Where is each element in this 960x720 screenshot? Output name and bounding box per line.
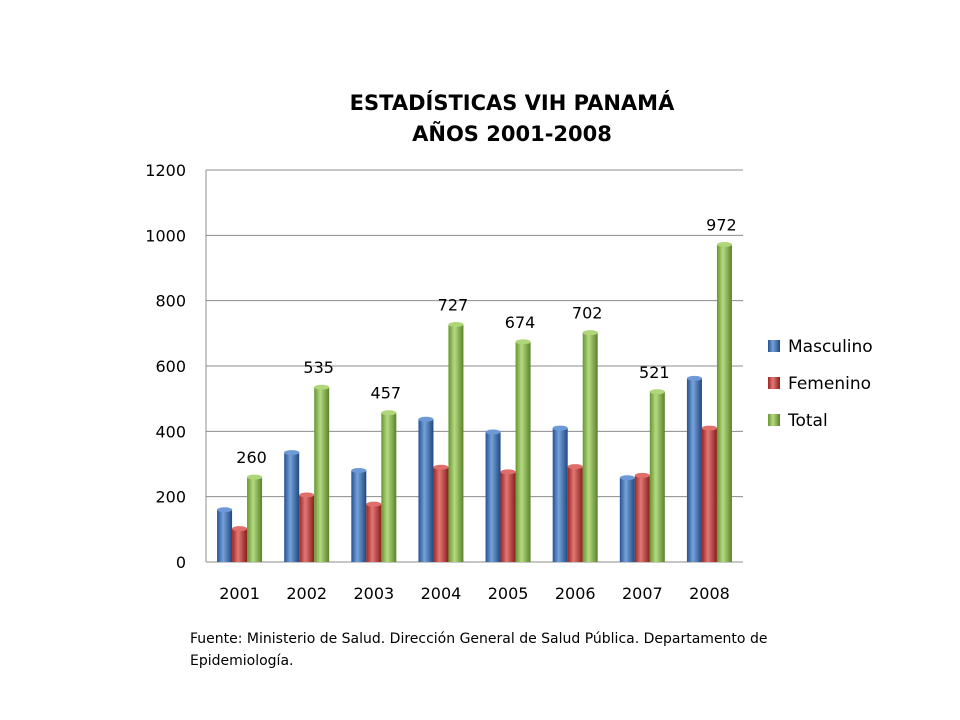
axes: 0 200 400 600 800 1000 1200 2001 2002 2003 2004 200…	[145, 161, 743, 603]
bar-femenino-2005	[500, 471, 516, 562]
bar-top-femenino-2005	[500, 469, 516, 475]
bar-total-2006	[582, 332, 598, 562]
bar-femenino-2007	[634, 475, 650, 562]
y-tick-label: 400	[155, 422, 186, 441]
bar-top-femenino-2008	[701, 425, 717, 431]
bar-top-total-2008	[716, 241, 732, 247]
bar-top-femenino-2001	[232, 526, 248, 532]
chart-subtitle: AÑOS 2001-2008	[412, 121, 612, 146]
bar-masculino-2003	[351, 470, 367, 562]
y-tick-label: 1000	[145, 226, 186, 245]
bar-top-masculino-2003	[351, 468, 367, 474]
bar-top-total-2001	[247, 474, 263, 480]
bar-masculino-2006	[552, 428, 568, 562]
data-label: 674	[505, 313, 536, 332]
bar-top-femenino-2006	[567, 464, 583, 470]
bar-top-total-2003	[381, 410, 397, 416]
data-label: 521	[639, 363, 670, 382]
source-note: Fuente: Ministerio de Salud. Dirección G…	[190, 631, 768, 669]
bar-top-total-2002	[314, 384, 330, 390]
y-tick-label: 200	[155, 488, 186, 507]
data-label: 702	[572, 304, 603, 323]
data-label: 260	[236, 448, 267, 467]
bars	[217, 241, 732, 563]
bar-total-2001	[247, 477, 263, 562]
x-tick-label: 2005	[488, 584, 529, 603]
bar-total-2007	[649, 391, 665, 562]
bar-masculino-2004	[418, 419, 434, 562]
bar-top-masculino-2005	[485, 429, 501, 435]
bar-femenino-2001	[232, 528, 248, 562]
bar-femenino-2003	[366, 504, 382, 562]
x-tick-label: 2002	[286, 584, 327, 603]
bar-total-2002	[314, 387, 330, 562]
bar-top-femenino-2004	[433, 464, 449, 470]
bar-total-2008	[716, 244, 732, 563]
legend-swatch-femenino	[768, 377, 780, 389]
bar-top-masculino-2004	[418, 416, 434, 422]
bar-femenino-2004	[433, 467, 449, 562]
bar-total-2004	[448, 324, 464, 562]
x-tick-label: 2006	[555, 584, 596, 603]
bar-top-total-2004	[448, 322, 464, 328]
bar-top-total-2006	[582, 330, 598, 336]
x-tick-label: 2001	[219, 584, 260, 603]
bar-femenino-2006	[567, 466, 583, 562]
data-label: 727	[438, 296, 469, 315]
bar-femenino-2008	[701, 428, 717, 562]
legend-label-masculino: Masculino	[788, 337, 873, 357]
bar-top-total-2005	[515, 339, 531, 345]
data-label: 457	[371, 384, 402, 403]
x-tick-label: 2007	[622, 584, 663, 603]
legend-swatch-total	[768, 414, 780, 426]
bar-masculino-2007	[619, 477, 635, 562]
bar-total-2003	[381, 412, 397, 562]
bar-masculino-2001	[217, 509, 233, 562]
bar-top-masculino-2008	[686, 375, 702, 381]
x-tick-label: 2004	[421, 584, 462, 603]
x-tick-label: 2008	[689, 584, 730, 603]
data-labels: 260 535 457 727 674 702 521 972	[236, 215, 736, 467]
y-tick-label: 0	[176, 553, 186, 572]
bar-top-femenino-2007	[634, 472, 650, 478]
bar-top-femenino-2002	[299, 492, 315, 498]
chart-title: ESTADÍSTICAS VIH PANAMÁ	[350, 90, 675, 115]
data-label: 972	[706, 215, 737, 234]
bar-top-masculino-2006	[552, 425, 568, 431]
legend: Masculino Femenino Total	[768, 337, 873, 431]
data-label: 535	[303, 358, 334, 377]
legend-label-femenino: Femenino	[788, 374, 871, 394]
y-tick-label: 1200	[145, 161, 186, 180]
legend-swatch-masculino	[768, 340, 780, 352]
y-tick-label: 600	[155, 357, 186, 376]
bar-top-masculino-2002	[284, 450, 300, 456]
bar-femenino-2002	[299, 495, 315, 562]
bar-top-masculino-2007	[619, 475, 635, 481]
bar-masculino-2008	[686, 378, 702, 562]
bar-top-femenino-2003	[366, 501, 382, 507]
bar-masculino-2002	[284, 452, 300, 562]
bar-total-2005	[515, 341, 531, 562]
bar-masculino-2005	[485, 431, 501, 562]
bar-top-total-2007	[649, 389, 665, 395]
x-tick-label: 2003	[353, 584, 394, 603]
bar-top-masculino-2001	[217, 507, 233, 513]
legend-label-total: Total	[787, 411, 828, 431]
y-tick-label: 800	[155, 292, 186, 311]
